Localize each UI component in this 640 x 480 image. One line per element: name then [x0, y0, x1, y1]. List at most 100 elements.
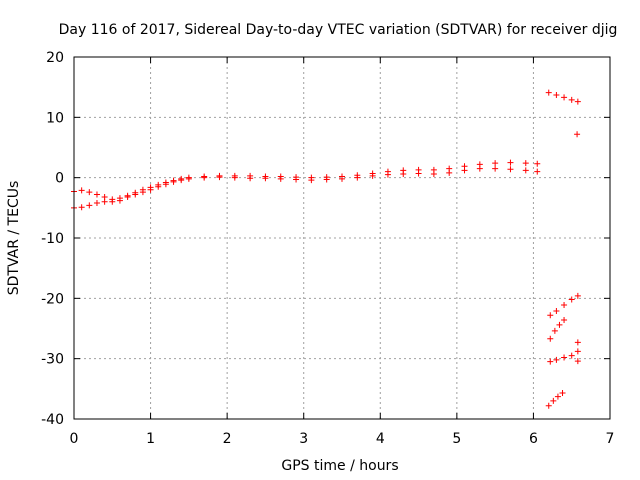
y-tick-label: 0: [55, 171, 64, 187]
x-tick-label: 3: [299, 431, 308, 447]
data-point: [492, 160, 499, 167]
data-point: [574, 131, 581, 138]
y-axis-label: SDTVAR / TECUs: [6, 181, 22, 296]
data-point: [574, 348, 581, 355]
data-point: [574, 98, 581, 105]
data-point: [574, 292, 581, 299]
data-point: [553, 356, 560, 363]
data-point: [556, 321, 563, 328]
data-point: [78, 187, 85, 194]
data-point: [545, 89, 552, 96]
data-point: [551, 327, 558, 334]
data-point: [354, 174, 361, 181]
data-point: [554, 393, 561, 400]
data-point: [139, 189, 146, 196]
data-point: [162, 181, 169, 188]
y-tick-label: 10: [46, 110, 64, 126]
x-tick-label: 2: [223, 431, 232, 447]
data-point: [507, 159, 514, 166]
y-tick-label: -20: [41, 291, 64, 307]
data-point: [170, 178, 177, 185]
plot-frame: [73, 56, 611, 420]
ticks: 0 1 2 3 4 5 6 7 -40 -30 -20 -10 0 10 20: [41, 50, 614, 447]
data-point: [277, 175, 284, 182]
data-point: [231, 174, 238, 181]
data-point: [561, 354, 568, 361]
y-tick-label: 20: [46, 50, 64, 66]
x-axis-label: GPS time / hours: [281, 458, 398, 474]
data-point: [522, 160, 529, 167]
series-late-arc-4: [547, 348, 581, 365]
data-point: [155, 183, 162, 190]
data-point: [293, 176, 300, 183]
grid: [74, 57, 610, 419]
data-point: [93, 200, 100, 207]
data-point: [568, 296, 575, 303]
x-tick-label: 1: [146, 431, 155, 447]
x-tick-label: 5: [452, 431, 461, 447]
data-point: [568, 96, 575, 103]
data-point: [86, 189, 93, 196]
data-point: [124, 193, 131, 200]
data-point: [369, 172, 376, 179]
series-late-arc-2: [547, 292, 581, 319]
data-point: [185, 175, 192, 182]
data-point: [550, 397, 557, 404]
data-point: [101, 198, 108, 205]
data-point: [247, 175, 254, 182]
series-late-arc-3: [547, 317, 568, 342]
data-point: [547, 335, 554, 342]
data-point: [461, 167, 468, 174]
data-point: [559, 390, 566, 397]
data-point: [561, 317, 568, 324]
data-point: [415, 170, 422, 177]
data-point: [216, 174, 223, 181]
series-main-trace-A: [71, 159, 541, 203]
data-marks: [71, 89, 581, 409]
data-point: [561, 94, 568, 101]
data-point: [568, 352, 575, 359]
data-point: [476, 165, 483, 172]
data-point: [574, 358, 581, 365]
series-late-arc-bottom: [545, 390, 566, 409]
data-point: [561, 301, 568, 308]
data-point: [93, 191, 100, 198]
data-point: [147, 186, 154, 193]
x-tick-label: 6: [529, 431, 538, 447]
data-point: [534, 168, 541, 175]
series-isolated-points: [574, 131, 581, 365]
data-point: [109, 198, 116, 205]
data-point: [430, 171, 437, 178]
data-point: [201, 174, 208, 181]
data-point: [492, 165, 499, 172]
data-point: [446, 169, 453, 176]
chart-title: Day 116 of 2017, Sidereal Day-to-day VTE…: [59, 22, 618, 38]
data-point: [545, 402, 552, 409]
data-point: [339, 175, 345, 182]
data-point: [400, 171, 407, 178]
y-tick-label: -30: [41, 352, 64, 368]
data-point: [547, 312, 554, 319]
data-point: [384, 171, 391, 178]
series-main-trace-B: [71, 165, 541, 211]
series-late-arc-top: [545, 89, 581, 105]
data-point: [132, 191, 139, 198]
data-point: [553, 308, 560, 315]
data-point: [547, 358, 554, 365]
data-point: [553, 92, 560, 99]
y-tick-label: -10: [41, 231, 64, 247]
data-point: [78, 204, 85, 211]
y-tick-label: -40: [41, 412, 64, 428]
data-point: [534, 160, 541, 167]
x-tick-label: 7: [606, 431, 615, 447]
data-point: [308, 177, 315, 184]
data-point: [86, 202, 93, 209]
data-point: [574, 339, 581, 346]
data-point: [178, 177, 185, 184]
data-point: [116, 197, 123, 204]
data-point: [507, 166, 514, 173]
data-point: [323, 176, 330, 183]
data-point: [262, 175, 269, 182]
data-point: [522, 167, 529, 174]
x-tick-label: 0: [70, 431, 79, 447]
